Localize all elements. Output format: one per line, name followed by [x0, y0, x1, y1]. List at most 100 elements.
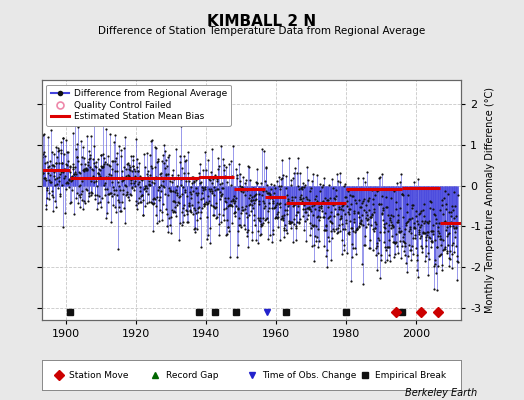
Point	[213, 176, 222, 182]
Point	[451, 234, 459, 240]
Point	[81, 166, 90, 172]
Point	[206, 224, 215, 231]
Point	[57, 146, 66, 153]
Point	[218, 185, 226, 191]
Point	[206, 177, 214, 183]
Point	[190, 204, 198, 211]
Point	[403, 219, 411, 225]
Point	[147, 199, 156, 206]
Point	[192, 226, 201, 232]
Point	[160, 160, 168, 166]
Point	[193, 205, 202, 211]
Point	[88, 192, 96, 198]
Point	[436, 242, 445, 248]
Point	[207, 186, 215, 192]
Point	[180, 153, 188, 159]
Point	[452, 212, 461, 219]
Point	[371, 225, 379, 231]
Point	[148, 201, 157, 207]
Point	[67, 178, 75, 184]
Point	[115, 183, 123, 189]
Point	[184, 203, 193, 210]
Point	[390, 251, 399, 257]
Point	[344, 208, 353, 215]
Point	[109, 184, 117, 190]
Point	[143, 200, 151, 206]
Point	[392, 219, 401, 226]
Point	[278, 213, 286, 219]
Point	[89, 156, 97, 162]
Point	[277, 182, 285, 189]
Point	[411, 234, 419, 241]
Point	[384, 244, 392, 250]
Point	[165, 215, 173, 222]
Point	[135, 184, 144, 190]
Point	[141, 203, 149, 210]
Point	[39, 132, 47, 138]
Point	[103, 186, 112, 192]
Point	[256, 221, 265, 228]
Point	[240, 186, 248, 192]
Point	[449, 206, 457, 213]
Point	[239, 206, 247, 213]
Point	[80, 198, 89, 204]
Point	[329, 202, 337, 208]
Point	[288, 203, 297, 209]
Point	[123, 191, 131, 198]
Point	[134, 200, 143, 206]
Point	[123, 189, 131, 196]
Point	[220, 162, 228, 168]
Point	[267, 194, 276, 200]
Point	[198, 184, 206, 190]
Point	[194, 190, 202, 196]
Point	[339, 202, 347, 208]
Point	[174, 199, 182, 205]
Point	[114, 246, 123, 252]
Point	[394, 212, 402, 218]
Point	[440, 194, 448, 201]
Point	[166, 178, 174, 184]
Point	[46, 172, 54, 178]
Point	[39, 170, 48, 176]
Point	[225, 202, 234, 208]
Point	[293, 219, 301, 225]
Point	[313, 172, 321, 179]
Point	[50, 169, 58, 175]
Point	[352, 227, 360, 234]
Point	[41, 174, 49, 181]
Point	[262, 188, 270, 194]
Point	[121, 133, 129, 140]
Point	[295, 219, 303, 225]
Point	[96, 198, 104, 205]
Point	[125, 197, 134, 203]
Point	[70, 168, 79, 175]
Point	[405, 228, 413, 235]
Point	[229, 197, 237, 203]
Point	[324, 204, 332, 210]
Point	[61, 173, 70, 179]
Point	[280, 227, 289, 234]
Point	[143, 150, 151, 156]
Point	[410, 220, 418, 226]
Point	[436, 233, 444, 239]
Point	[271, 202, 280, 209]
Point	[395, 228, 403, 234]
Point	[64, 184, 73, 190]
Point	[297, 196, 305, 202]
Point	[106, 130, 114, 137]
Point	[375, 236, 383, 243]
Point	[194, 170, 203, 176]
Point	[447, 250, 456, 257]
Point	[200, 201, 209, 208]
Point	[95, 173, 104, 179]
Point	[52, 204, 60, 210]
Point	[305, 220, 314, 226]
Point	[343, 203, 351, 209]
Point	[200, 201, 208, 207]
Point	[307, 225, 315, 232]
Point	[116, 208, 124, 214]
Point	[116, 175, 125, 181]
Point	[129, 162, 137, 169]
Point	[221, 232, 230, 238]
Point	[232, 195, 240, 202]
